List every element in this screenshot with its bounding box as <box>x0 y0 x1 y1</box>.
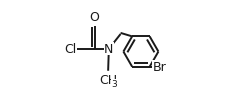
Text: N: N <box>104 43 113 56</box>
Text: O: O <box>90 11 100 24</box>
Text: Br: Br <box>152 61 166 74</box>
Text: 3: 3 <box>111 80 117 88</box>
Text: Cl: Cl <box>64 43 76 56</box>
Text: CH: CH <box>99 73 117 86</box>
